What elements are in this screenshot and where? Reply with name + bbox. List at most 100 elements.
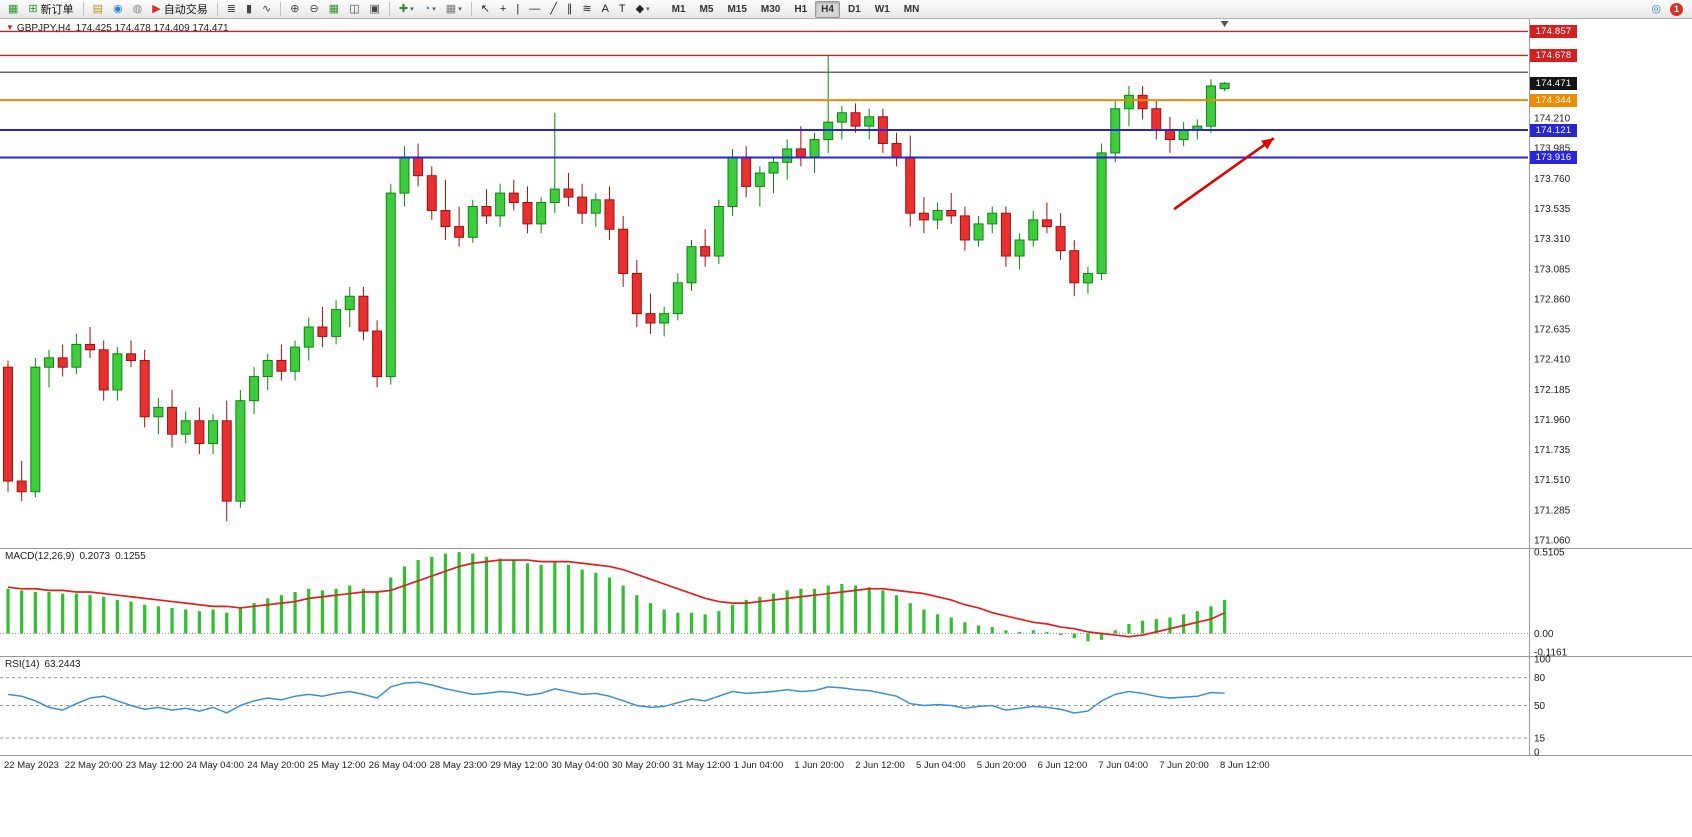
- notification-badge[interactable]: 1: [1670, 2, 1683, 16]
- timeframe-m5-button[interactable]: M5: [699, 3, 714, 15]
- search-icon[interactable]: ◎: [1647, 0, 1665, 19]
- auto-arrange-icon[interactable]: ▣: [365, 0, 383, 19]
- horizontal-line-icon-glyph: —: [529, 2, 541, 15]
- arrow-annotation[interactable]: [1173, 137, 1275, 211]
- date-label: 5 Jun 20:00: [977, 760, 1027, 771]
- periods-dropdown[interactable]: ◔ ▾: [420, 0, 440, 19]
- date-label: 22 May 2023: [4, 760, 59, 771]
- rsi-tick-label: 0: [1534, 748, 1540, 759]
- profile-icon[interactable]: ◉: [109, 0, 127, 19]
- candle: [112, 347, 123, 401]
- macd-tick-label: -0.1161: [1534, 648, 1568, 659]
- timeframe-mn-button[interactable]: MN: [903, 3, 920, 15]
- timeframe-h1-button[interactable]: H1: [794, 3, 808, 15]
- chart-window-icon-glyph: ▦: [8, 2, 19, 15]
- date-label: 30 May 04:00: [551, 760, 609, 771]
- chart-ohlc-values: 174.425 174.478 174.409 174.471: [75, 23, 229, 34]
- macd-main-value: 0.2073: [79, 551, 111, 562]
- timeframe-m1-button[interactable]: M1: [671, 3, 686, 15]
- chart-canvas[interactable]: 174.210 173.985 173.760 173.535 173.310 173.0…: [0, 0, 1692, 800]
- rsi-panel: 100 80 50 15 0: [0, 655, 1551, 759]
- timeframe-d1-button[interactable]: D1: [847, 3, 861, 15]
- candle: [1000, 206, 1011, 267]
- chart-title: ▼ GBPJPY,H4 174.425 174.478 174.409 174.47…: [6, 23, 229, 34]
- price-tick-label: 172.860: [1534, 294, 1571, 305]
- current-price-tag: 174.471: [1530, 76, 1577, 90]
- bars-chart-icon-glyph: ≣: [226, 2, 236, 15]
- text-icon[interactable]: A: [598, 0, 613, 19]
- bars-chart-icon[interactable]: ≣: [223, 0, 240, 19]
- cascade-windows-icon[interactable]: ◫: [345, 0, 363, 19]
- chevron-down-icon: ▾: [410, 6, 414, 13]
- candle: [126, 340, 137, 368]
- candle: [1028, 210, 1039, 247]
- candle: [139, 349, 150, 428]
- cursor-icon[interactable]: ↖: [477, 0, 494, 19]
- candle: [1082, 266, 1093, 294]
- price-tick-label: 173.985: [1534, 144, 1571, 155]
- candle: [235, 389, 246, 508]
- chart-collapse-icon[interactable]: ▼: [6, 23, 14, 32]
- chart-window-icon[interactable]: ▦: [4, 0, 22, 19]
- profile-icon-glyph: ◉: [113, 2, 123, 15]
- date-label: 30 May 20:00: [612, 760, 670, 771]
- trendline-icon[interactable]: ╱: [546, 0, 561, 19]
- shapes-dropdown[interactable]: ◆ ▾: [632, 0, 654, 19]
- indicators-dropdown[interactable]: ✚ ▾: [395, 0, 418, 19]
- candle: [686, 239, 697, 291]
- candle: [194, 407, 205, 455]
- vertical-line-icon[interactable]: |: [512, 0, 523, 19]
- new-order-button-label: 新订单: [40, 4, 74, 16]
- zoom-out-icon[interactable]: ⊖: [305, 0, 322, 19]
- timeframe-w1-button[interactable]: W1: [874, 3, 890, 15]
- templates-dropdown[interactable]: ▦ ▾: [442, 0, 466, 19]
- tile-windows-icon[interactable]: ▦: [325, 0, 343, 19]
- candle: [590, 193, 601, 227]
- date-label: 6 Jun 12:00: [1038, 760, 1088, 771]
- line-chart-icon[interactable]: ∿: [258, 0, 275, 19]
- toolbar-separator: [216, 2, 218, 16]
- zoom-in-icon-glyph: ⊕: [290, 2, 300, 15]
- fibonacci-icon[interactable]: ≋: [578, 0, 595, 19]
- candle: [1151, 99, 1162, 140]
- fibonacci-icon-glyph: ≋: [582, 2, 592, 15]
- candle: [57, 344, 68, 377]
- support-icon[interactable]: ◍: [129, 0, 147, 19]
- candle: [659, 306, 670, 337]
- text-icon-glyph: A: [601, 2, 609, 15]
- macd-tick-label: 0.00: [1534, 629, 1554, 640]
- arrowhead: [1261, 138, 1274, 150]
- price-level-tag: 173.916: [1530, 150, 1577, 164]
- date-label: 1 Jun 20:00: [794, 760, 844, 771]
- toolbar-separator: [388, 2, 390, 16]
- candle: [1178, 122, 1189, 147]
- horizontal-line-icon[interactable]: —: [525, 0, 544, 19]
- candle: [303, 317, 314, 361]
- candle: [1219, 81, 1230, 92]
- price-level-tag: 174.121: [1530, 123, 1577, 137]
- timeframe-m15-button[interactable]: M15: [727, 3, 747, 15]
- candle: [440, 179, 451, 240]
- toolbar-separator: [280, 2, 282, 16]
- crosshair-icon[interactable]: +: [496, 0, 510, 19]
- candle: [221, 400, 232, 522]
- candle: [891, 132, 902, 167]
- rsi-tick-label: 50: [1534, 701, 1546, 712]
- date-label: 28 May 23:00: [430, 760, 488, 771]
- date-axis: 22 May 2023 22 May 20:00 23 May 12:00 24 Ma…: [4, 760, 1270, 771]
- candlestick-chart-icon[interactable]: ▮: [242, 0, 256, 19]
- candle: [399, 146, 410, 207]
- zoom-in-icon[interactable]: ⊕: [286, 0, 303, 19]
- text-label-icon[interactable]: T: [615, 0, 630, 19]
- auto-trading-button[interactable]: ▶ 自动交易: [148, 0, 211, 19]
- candle: [864, 108, 875, 140]
- cursor-icon-glyph: ↖: [480, 2, 490, 15]
- price-tick-label: 171.060: [1534, 535, 1571, 546]
- print-icon[interactable]: ▤: [89, 0, 107, 19]
- candle: [1041, 202, 1052, 234]
- channel-icon[interactable]: ∥: [563, 0, 577, 19]
- new-order-button[interactable]: ⊞ 新订单: [24, 0, 77, 19]
- timeframe-h4-button[interactable]: H4: [815, 0, 840, 18]
- date-label: 5 Jun 04:00: [916, 760, 966, 771]
- timeframe-m30-button[interactable]: M30: [760, 3, 781, 15]
